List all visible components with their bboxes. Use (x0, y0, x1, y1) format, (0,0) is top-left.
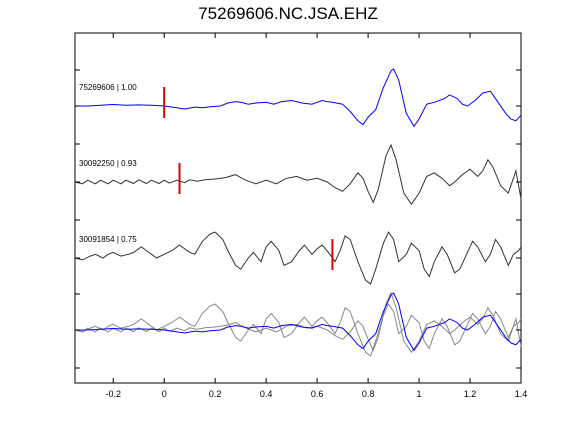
x-tick-label-7: 1.2 (464, 389, 477, 399)
x-tick-label-5: 0.8 (362, 389, 375, 399)
trace-line-1 (75, 68, 522, 128)
trace-group (74, 68, 522, 285)
trace-labels: 75269606 | 1.00 30092250 | 0.93 30091854 |… (79, 83, 137, 244)
x-tick-label-6: 1 (417, 389, 422, 399)
trace-label-1: 75269606 | 1.00 (79, 83, 137, 92)
chart-title: 75269606.NC.JSA.EHZ (198, 4, 378, 23)
trace-label-2: 30092250 | 0.93 (79, 159, 137, 168)
trace-line-3 (74, 231, 522, 285)
x-tick-label-3: 0.4 (260, 389, 273, 399)
x-tick-label-2: 0.2 (209, 389, 222, 399)
plot-frame (74, 32, 522, 384)
trace-line-2 (74, 143, 522, 206)
x-tick-label-1: 0 (162, 389, 167, 399)
overlay-trace-1 (75, 292, 522, 352)
x-tick-label-8: 1.4 (515, 389, 528, 399)
trace-label-3: 30091854 | 0.75 (79, 235, 137, 244)
x-axis: -0.2 0 0.2 0.4 0.6 0.8 1 1.2 1.4 (105, 33, 527, 399)
x-tick-label-4: 0.6 (311, 389, 324, 399)
x-tick-label-0: -0.2 (105, 389, 121, 399)
overlay-group (74, 291, 522, 357)
overlay-trace-2 (74, 291, 522, 354)
y-ticks (75, 69, 521, 369)
